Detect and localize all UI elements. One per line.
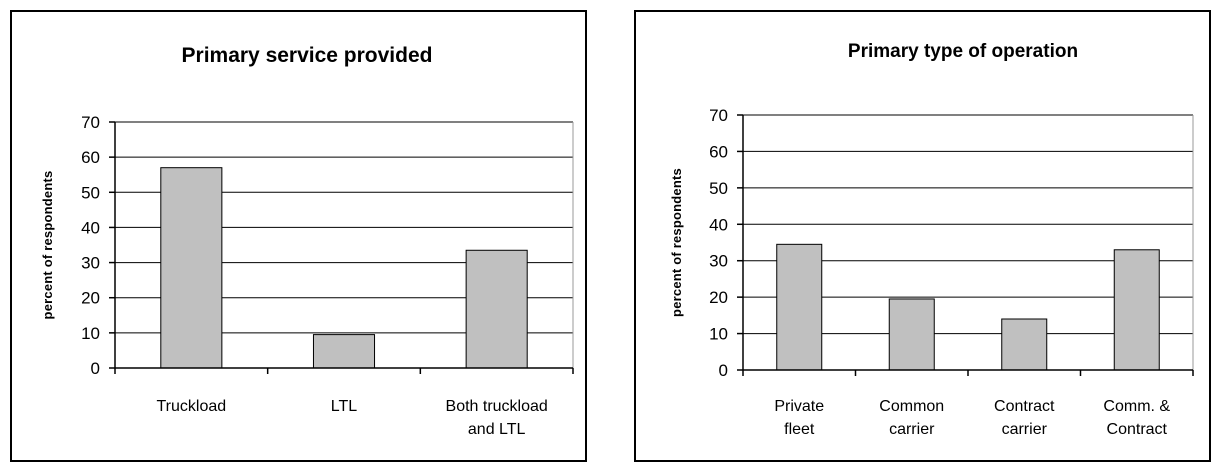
bars — [776, 243, 1160, 371]
bar — [1113, 249, 1160, 371]
bars — [160, 167, 528, 369]
chart-title: Primary type of operation — [848, 41, 1078, 62]
chart-panel-service: Primary service provided percent of respo… — [10, 10, 587, 462]
y-tick-label: 10 — [81, 324, 100, 343]
bar — [776, 243, 823, 371]
category-label: Comm. & — [1103, 398, 1170, 415]
category-label: Both truckload — [446, 398, 548, 415]
category-label: Common — [879, 398, 944, 415]
y-tick-label: 70 — [709, 106, 728, 125]
chart-operation-svg: Primary type of operation percent of resp… — [669, 41, 1194, 438]
y-axis-label: percent of respondents — [669, 168, 684, 317]
category-label: Contract — [994, 398, 1055, 415]
y-tick-label: 10 — [709, 325, 728, 344]
y-tick-label: 50 — [709, 179, 728, 198]
category-label: and LTL — [468, 421, 526, 438]
y-tick-label: 40 — [709, 215, 728, 234]
y-tick-label: 30 — [709, 252, 728, 271]
y-tick-label: 30 — [81, 254, 100, 273]
bar — [1001, 318, 1048, 371]
category-label: carrier — [889, 421, 935, 438]
y-tick-label: 70 — [81, 113, 100, 132]
category-label: Private — [774, 398, 824, 415]
y-axis-label: percent of respondents — [40, 171, 55, 320]
chart-panel-operation: Primary type of operation percent of resp… — [634, 10, 1211, 462]
category-label: carrier — [1002, 421, 1048, 438]
chart-title: Primary service provided — [182, 44, 433, 67]
y-tick-label: 60 — [709, 142, 728, 161]
y-tick-label: 50 — [81, 183, 100, 202]
bar — [312, 334, 376, 369]
bar — [465, 249, 528, 369]
y-tick-label: 0 — [719, 361, 728, 380]
bar — [888, 298, 935, 371]
category-label: LTL — [331, 398, 357, 415]
category-label: fleet — [784, 421, 815, 438]
bar — [160, 167, 223, 369]
y-tick-label: 40 — [81, 218, 100, 237]
y-tick-label: 20 — [81, 289, 100, 308]
y-tick-label: 20 — [709, 288, 728, 307]
category-label: Contract — [1107, 421, 1168, 438]
category-label: Truckload — [157, 398, 227, 415]
chart-service-svg: Primary service provided percent of respo… — [40, 44, 574, 438]
y-tick-label: 0 — [91, 359, 100, 378]
y-tick-label: 60 — [81, 148, 100, 167]
